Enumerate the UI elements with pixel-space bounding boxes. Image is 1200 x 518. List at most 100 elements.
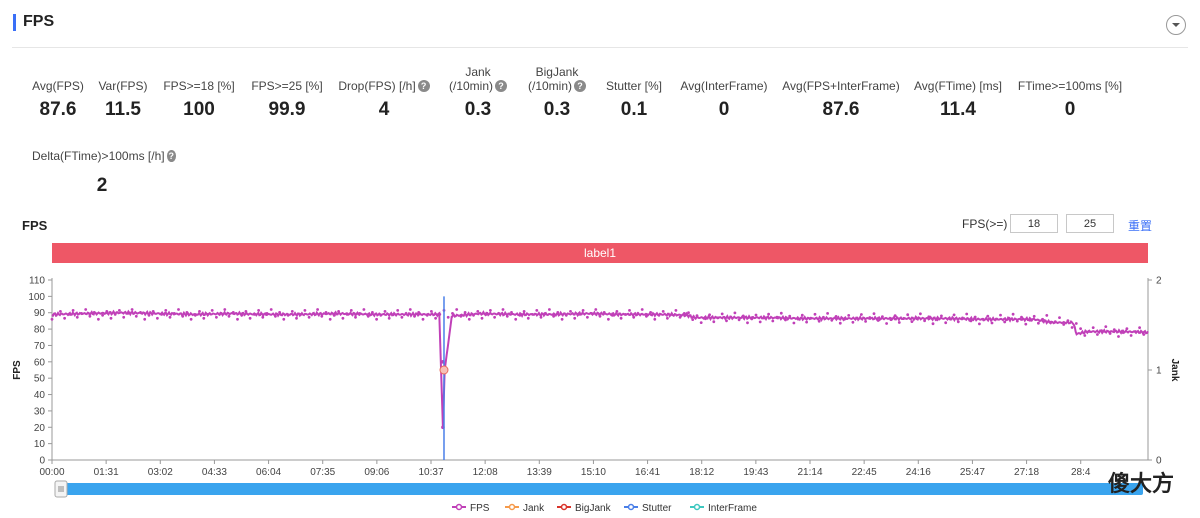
fps-point <box>261 315 265 319</box>
fps-point <box>834 315 838 318</box>
metric-value: 0.3 <box>464 99 492 120</box>
fps-point <box>704 317 707 321</box>
fps-point <box>172 312 176 315</box>
fps-point <box>455 308 459 311</box>
fps-point <box>392 313 395 316</box>
fps-point <box>526 316 530 320</box>
fps-point <box>67 313 71 316</box>
fps-point <box>147 313 151 317</box>
help-icon[interactable]: ? <box>495 80 507 92</box>
metric-bigjank: BigJank (/10min)? 0.3 <box>520 65 594 121</box>
y-tick-label: 70 <box>34 341 46 352</box>
fps-point <box>952 313 956 317</box>
fps-point <box>130 308 134 311</box>
fps-point <box>708 313 711 317</box>
fps-point <box>75 315 79 319</box>
fps-point <box>615 310 619 313</box>
reset-link[interactable]: 重置 <box>1128 219 1153 233</box>
fps-point <box>1100 329 1103 332</box>
metric-value: 4 <box>378 99 390 120</box>
fps-point <box>741 314 745 318</box>
fps-point <box>809 316 813 320</box>
fps-point <box>252 313 256 316</box>
fps-point <box>645 314 648 318</box>
y-tick-label: 80 <box>34 325 46 336</box>
fps-point <box>923 319 926 323</box>
fps-point <box>156 316 159 320</box>
fps-point <box>965 312 969 316</box>
metric-drop-fps: Drop(FPS) [/h]? 4 <box>336 79 432 121</box>
y-tick-label: 110 <box>29 276 45 287</box>
fps-point <box>548 308 551 311</box>
fps-point <box>143 317 147 321</box>
fps-point <box>126 312 130 315</box>
fps-point <box>720 312 724 316</box>
fps-point <box>876 319 880 322</box>
fps-point <box>948 317 952 321</box>
fps-point <box>316 308 319 311</box>
fps-point <box>1058 316 1061 319</box>
x-tick-label: 01:31 <box>94 467 119 478</box>
legend-swatch-dot <box>508 503 516 511</box>
fps-point <box>598 314 602 318</box>
fps-point <box>333 313 336 317</box>
fps-point <box>725 319 728 323</box>
label-band: label1 <box>52 243 1148 263</box>
metric-value: 0.3 <box>543 99 571 120</box>
fps-point <box>695 314 699 318</box>
fps-point <box>1125 327 1129 330</box>
fps-point <box>944 321 948 325</box>
fps-point <box>328 317 332 321</box>
fps-point <box>999 313 1002 317</box>
fps-point <box>581 309 585 312</box>
fps-point <box>219 312 223 315</box>
fps-point <box>295 316 298 320</box>
header-divider <box>12 47 1188 48</box>
threshold-input-1[interactable] <box>1010 214 1058 233</box>
metric-avg-fps-interframe: Avg(FPS+InterFrame) 87.6 <box>780 79 902 121</box>
help-icon[interactable]: ? <box>417 80 430 92</box>
fps-point <box>691 318 695 321</box>
metric-delta-ftime: Delta(FTime)>100ms [/h]? 2 <box>32 149 176 197</box>
fps-point <box>577 313 581 316</box>
metric-fps-18: FPS>=18 [%] 100 <box>160 79 238 121</box>
help-icon[interactable]: ? <box>574 80 586 92</box>
fps-point <box>994 317 998 321</box>
fps-point <box>699 321 703 324</box>
fps-point <box>231 311 235 314</box>
fps-point <box>792 321 796 325</box>
fps-point <box>441 425 445 430</box>
metric-value: 100 <box>183 99 215 120</box>
x-tick-label: 24:16 <box>906 467 931 478</box>
x-tick-label: 28:4 <box>1071 467 1091 478</box>
fps-point <box>366 314 370 318</box>
fps-point <box>657 313 661 317</box>
metric-label: Stutter [%] <box>605 79 663 93</box>
metric-label-unit: (/10min) <box>527 79 572 93</box>
x-tick-label: 16:41 <box>635 467 660 478</box>
help-icon[interactable]: ? <box>166 150 176 162</box>
fps-point <box>80 312 83 315</box>
fps-point <box>476 310 480 313</box>
fps-point <box>889 318 893 321</box>
fps-point <box>88 314 92 318</box>
fps-point <box>244 310 248 313</box>
fps-point <box>990 321 994 325</box>
fps-point <box>265 312 269 315</box>
fps-point <box>590 312 593 315</box>
fps-point <box>185 311 189 314</box>
metric-label: FPS>=18 [%] <box>163 79 235 93</box>
fps-point <box>847 314 851 317</box>
fps-point <box>978 322 981 326</box>
collapse-button[interactable] <box>1166 15 1186 35</box>
fps-point <box>607 317 610 321</box>
threshold-input-2[interactable] <box>1066 214 1114 233</box>
fps-point <box>257 309 260 312</box>
fps-point <box>864 320 867 323</box>
fps-point <box>434 316 437 320</box>
fps-point <box>413 314 416 318</box>
fps-point <box>826 312 829 315</box>
fps-point <box>1096 333 1099 336</box>
fps-point <box>817 319 821 323</box>
metric-value: 99.9 <box>268 99 306 120</box>
